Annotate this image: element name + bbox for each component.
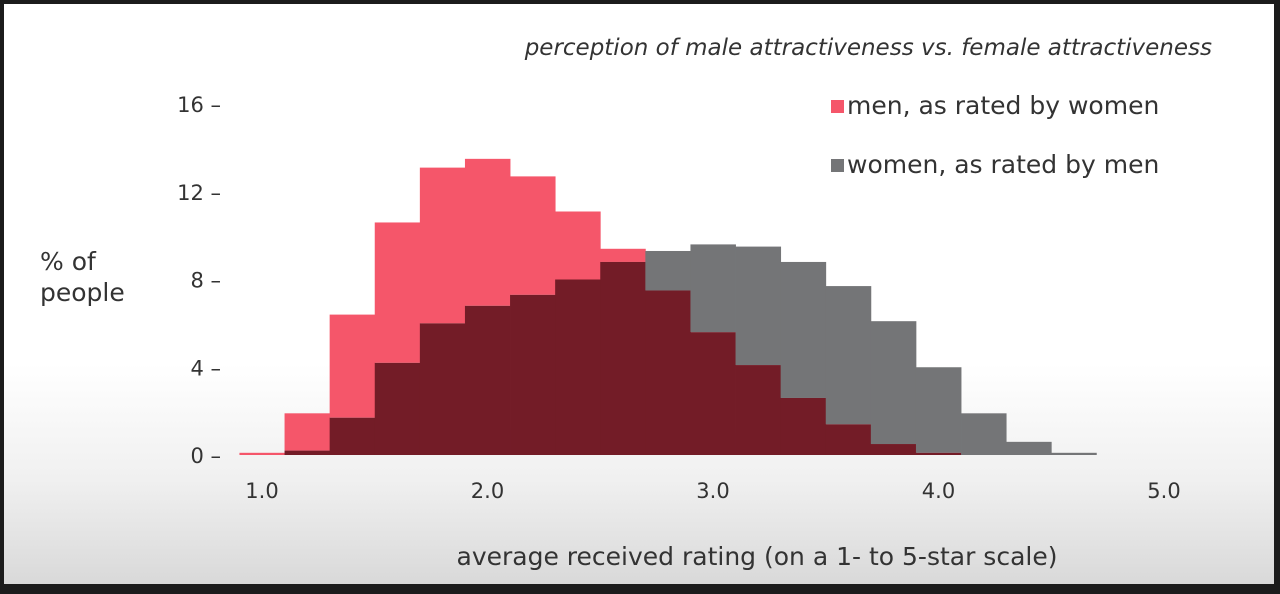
histogram-bar bbox=[239, 452, 285, 455]
histogram-bar-overlap bbox=[825, 424, 872, 455]
x-tick-label: 1.0 bbox=[245, 479, 278, 503]
histogram-bar-overlap bbox=[419, 323, 466, 455]
histogram-bar bbox=[555, 211, 601, 280]
y-tick-labels: 0 – 4 – 8 – 12 – 16 – bbox=[177, 93, 221, 468]
histogram-bar bbox=[1051, 452, 1097, 455]
y-axis-label-line-1: % of bbox=[40, 247, 97, 276]
x-tick-label: 5.0 bbox=[1147, 479, 1180, 503]
histogram-bar bbox=[961, 413, 1007, 455]
legend: men, as rated by women women, as rated b… bbox=[831, 91, 1159, 179]
histogram-bar bbox=[464, 158, 511, 306]
y-tick-label: 4 – bbox=[190, 356, 221, 380]
legend-label-men: men, as rated by women bbox=[847, 91, 1159, 120]
histogram-bar-overlap bbox=[600, 261, 646, 455]
slide-panel: perception of male attractiveness vs. fe… bbox=[4, 4, 1274, 584]
histogram-bar bbox=[374, 222, 421, 363]
histogram-bar bbox=[825, 286, 872, 425]
histogram-bar bbox=[284, 413, 331, 451]
y-tick-label: 12 – bbox=[177, 181, 221, 205]
bars-layer bbox=[239, 158, 1097, 455]
histogram-bar bbox=[690, 244, 736, 333]
x-axis-label: average received rating (on a 1- to 5-st… bbox=[457, 542, 1058, 571]
x-tick-label: 4.0 bbox=[922, 479, 955, 503]
legend-swatch-women bbox=[831, 159, 844, 172]
histogram-bar bbox=[915, 367, 962, 453]
histogram-chart: perception of male attractiveness vs. fe… bbox=[40, 35, 1212, 571]
histogram-bar bbox=[419, 167, 466, 324]
histogram-bar-overlap bbox=[284, 450, 331, 455]
histogram-bar-overlap bbox=[555, 279, 601, 455]
histogram-bar-overlap bbox=[870, 444, 917, 455]
histogram-bar-overlap bbox=[329, 417, 376, 455]
histogram-bar bbox=[645, 250, 691, 291]
histogram-bar-overlap bbox=[915, 452, 962, 455]
y-axis-label-line-2: people bbox=[40, 278, 125, 307]
x-tick-label: 3.0 bbox=[696, 479, 729, 503]
y-tick-label: 16 – bbox=[177, 93, 221, 117]
x-tick-label: 2.0 bbox=[471, 479, 504, 503]
x-tick-labels: 1.0 2.0 3.0 4.0 5.0 bbox=[245, 479, 1180, 503]
histogram-bar bbox=[870, 321, 917, 445]
y-tick-label: 8 – bbox=[190, 269, 221, 293]
histogram-bar-overlap bbox=[464, 305, 511, 455]
histogram-bar bbox=[780, 261, 827, 398]
histogram-bar-overlap bbox=[374, 362, 421, 455]
histogram-bar bbox=[329, 314, 376, 418]
histogram-bar-overlap bbox=[780, 397, 827, 455]
histogram-bar bbox=[1006, 441, 1052, 455]
histogram-bar-overlap bbox=[690, 332, 736, 455]
histogram-bar bbox=[510, 176, 556, 295]
legend-swatch-men bbox=[831, 100, 844, 113]
y-axis-label: % of people bbox=[40, 247, 125, 307]
histogram-bar-overlap bbox=[735, 365, 782, 455]
histogram-bar bbox=[600, 248, 646, 262]
y-tick-label: 0 – bbox=[190, 444, 221, 468]
histogram-bar-overlap bbox=[510, 294, 556, 455]
histogram-bar-overlap bbox=[645, 290, 691, 455]
histogram-bar bbox=[735, 246, 782, 366]
legend-label-women: women, as rated by men bbox=[847, 150, 1159, 179]
chart-title: perception of male attractiveness vs. fe… bbox=[524, 35, 1212, 61]
